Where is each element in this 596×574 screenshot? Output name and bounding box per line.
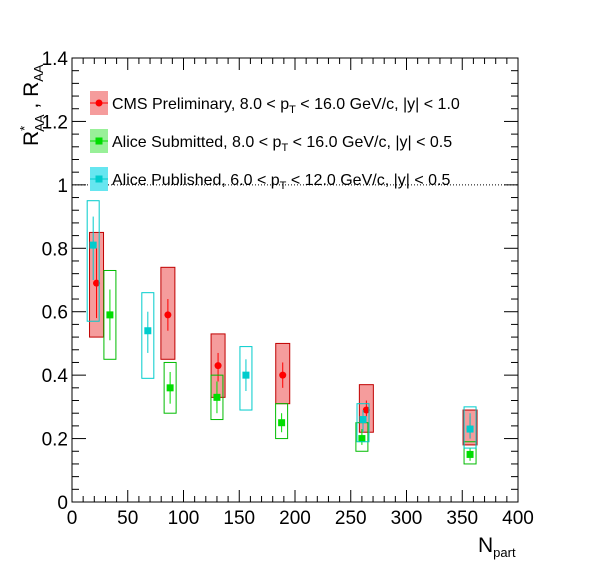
data-point [466,425,474,433]
x-tick-label: 0 [67,508,78,529]
y-tick-label: 0.4 [42,366,69,387]
x-tick-label: 150 [223,508,255,529]
legend-entry-2: Alice Published, 6.0 < pT < 12.0 GeV/c, … [90,167,450,192]
x-tick-label: 50 [117,508,138,529]
sys-error-box [239,346,253,411]
legend: CMS Preliminary, 8.0 < pT < 16.0 GeV/c, … [90,91,460,192]
sys-error-box [141,292,155,379]
x-axis-title: Npart [478,534,516,560]
y-tick-label: 1.2 [42,112,68,133]
data-point [362,406,370,414]
legend-marker [95,175,103,183]
y-tick-label: 1.4 [42,49,69,70]
data-point [214,362,222,370]
y-tick-label: 0.8 [42,239,68,260]
axis-ticks: 0 50 100 150 200 250 300 350 400 0 0.2 0.4 0.6 0.8 1 1.… [42,49,534,529]
data-point [278,419,286,427]
x-tick-label: 350 [446,508,478,529]
y-axis-title-sep: , [20,97,43,115]
y-axis-title-r2: R [20,82,43,97]
sys-error-box [103,269,117,360]
data-point [166,384,174,392]
legend-label: Alice Published, 6.0 < pT < 12.0 GeV/c, … [112,172,450,192]
legend-label: CMS Preliminary, 8.0 < pT < 16.0 GeV/c, … [112,96,460,116]
sys-error-box [356,403,370,443]
y-tick-label: 0.6 [42,303,68,324]
series-2 [86,200,477,449]
y-tick-label: 0.2 [42,430,68,451]
y-axis-title-r2-sub: AA [31,64,46,82]
sys-error-box [163,361,177,414]
data-point [466,450,474,458]
data-point [359,416,367,424]
plot-frame [71,57,519,503]
x-axis-title-main: N [478,534,493,557]
sys-error-box [463,441,477,465]
data-marks [86,200,478,465]
y-axis-title: R*AA , RAA [17,64,47,146]
y-axis-title-r1-sup: * [17,126,32,131]
sys-error-box [86,200,100,322]
data-point [106,311,114,319]
x-tick-label: 300 [391,508,423,529]
x-tick-label: 200 [279,508,311,529]
sys-error-box [463,406,477,449]
sys-error-box [275,403,289,440]
data-point [213,393,221,401]
data-point [279,371,287,379]
series-1 [103,269,477,465]
data-point [144,327,152,335]
y-tick-label: 0 [57,493,68,514]
y-tick-label: 1 [57,176,68,197]
x-tick-label: 400 [502,508,534,529]
legend-label: Alice Submitted, 8.0 < pT < 16.0 GeV/c, … [112,134,452,154]
data-point [358,435,366,443]
data-point [164,311,172,319]
legend-marker [95,137,103,145]
series-0 [89,231,478,446]
y-axis-title-r1: R [20,131,43,146]
legend-entry-1: Alice Submitted, 8.0 < pT < 16.0 GeV/c, … [90,129,452,154]
data-point [242,371,250,379]
legend-marker [95,99,103,107]
x-tick-label: 100 [168,508,200,529]
data-point [93,279,101,287]
legend-entry-0: CMS Preliminary, 8.0 < pT < 16.0 GeV/c, … [90,91,460,116]
x-axis-title-sub: part [493,545,516,560]
x-tick-label: 250 [335,508,367,529]
data-point [89,241,97,249]
sys-error-box [210,374,224,421]
y-axis-title-r1-sub: AA [32,114,47,132]
